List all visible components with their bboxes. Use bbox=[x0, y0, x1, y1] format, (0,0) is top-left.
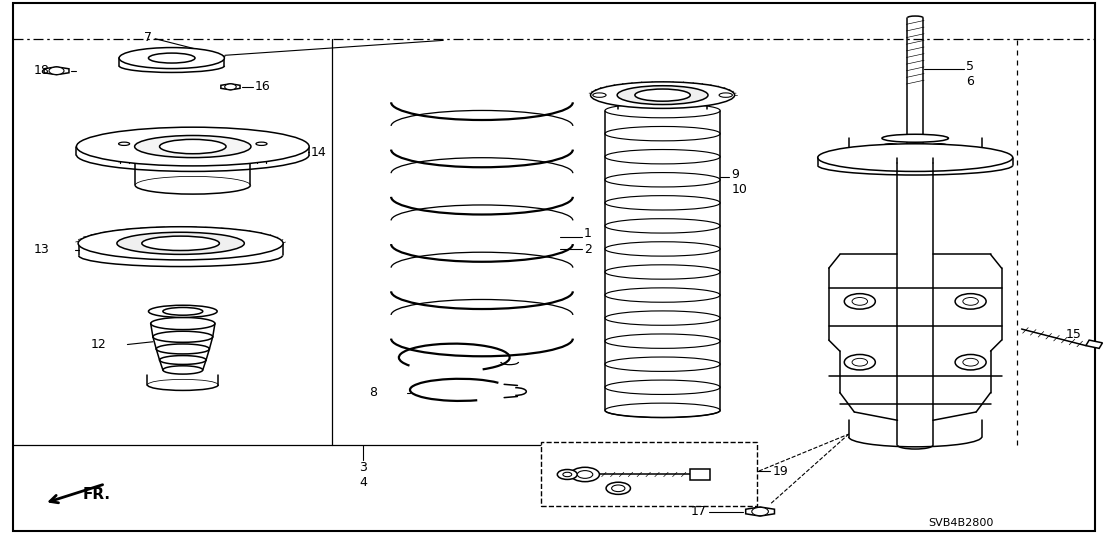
Bar bbox=[541, 442, 757, 506]
Circle shape bbox=[557, 469, 577, 479]
Circle shape bbox=[563, 472, 572, 477]
Circle shape bbox=[49, 67, 64, 75]
Text: 9: 9 bbox=[731, 168, 739, 181]
Text: 5: 5 bbox=[966, 60, 974, 73]
Ellipse shape bbox=[163, 307, 203, 315]
Ellipse shape bbox=[117, 232, 245, 254]
Ellipse shape bbox=[119, 142, 130, 145]
Circle shape bbox=[955, 294, 986, 309]
Ellipse shape bbox=[76, 127, 309, 166]
Ellipse shape bbox=[635, 89, 690, 101]
Text: 15: 15 bbox=[1066, 328, 1081, 341]
Text: 17: 17 bbox=[691, 505, 707, 518]
Ellipse shape bbox=[120, 48, 224, 69]
Ellipse shape bbox=[148, 305, 217, 317]
Circle shape bbox=[844, 294, 875, 309]
Circle shape bbox=[225, 84, 236, 90]
Text: 1: 1 bbox=[584, 227, 592, 240]
Ellipse shape bbox=[593, 93, 606, 97]
Text: FR.: FR. bbox=[83, 487, 111, 503]
Text: 4: 4 bbox=[359, 476, 368, 489]
Polygon shape bbox=[1086, 340, 1102, 348]
Text: SVB4B2800: SVB4B2800 bbox=[929, 518, 994, 528]
Text: 12: 12 bbox=[91, 338, 106, 351]
Circle shape bbox=[852, 358, 868, 366]
Bar bbox=[690, 469, 710, 480]
Text: 14: 14 bbox=[310, 145, 326, 159]
Text: 16: 16 bbox=[255, 80, 270, 93]
Text: 10: 10 bbox=[731, 183, 747, 196]
Ellipse shape bbox=[617, 86, 708, 105]
Ellipse shape bbox=[256, 142, 267, 145]
Text: 2: 2 bbox=[584, 243, 592, 257]
Circle shape bbox=[955, 354, 986, 370]
Text: 3: 3 bbox=[359, 461, 368, 474]
Polygon shape bbox=[746, 507, 774, 516]
Ellipse shape bbox=[142, 236, 219, 251]
Circle shape bbox=[606, 482, 630, 494]
Circle shape bbox=[612, 485, 625, 492]
Circle shape bbox=[963, 358, 978, 366]
Circle shape bbox=[963, 298, 978, 305]
Ellipse shape bbox=[148, 53, 195, 63]
Ellipse shape bbox=[135, 135, 250, 158]
Ellipse shape bbox=[818, 144, 1013, 171]
Ellipse shape bbox=[79, 227, 284, 260]
Ellipse shape bbox=[591, 82, 735, 108]
Circle shape bbox=[844, 354, 875, 370]
Circle shape bbox=[752, 508, 769, 515]
Circle shape bbox=[852, 298, 868, 305]
Circle shape bbox=[571, 467, 599, 482]
Text: 18: 18 bbox=[33, 64, 49, 77]
Text: 19: 19 bbox=[772, 465, 788, 478]
Text: 8: 8 bbox=[369, 386, 377, 399]
Circle shape bbox=[577, 471, 593, 478]
Ellipse shape bbox=[882, 134, 948, 142]
Polygon shape bbox=[44, 67, 69, 75]
Ellipse shape bbox=[719, 93, 732, 97]
Text: 6: 6 bbox=[966, 75, 974, 88]
Text: 13: 13 bbox=[33, 243, 49, 257]
Ellipse shape bbox=[160, 139, 226, 154]
Text: 7: 7 bbox=[144, 31, 152, 44]
Polygon shape bbox=[220, 84, 240, 90]
